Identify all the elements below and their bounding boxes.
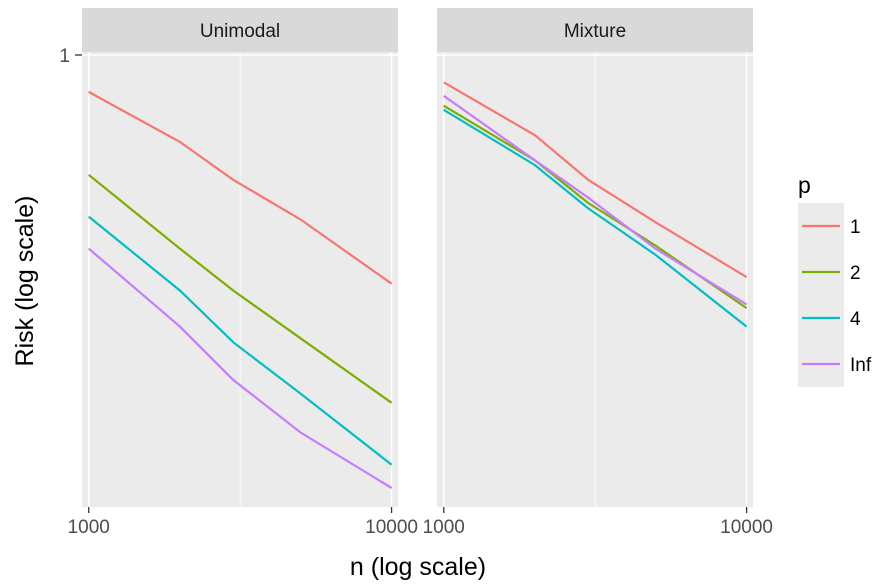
legend-label: 2 (850, 263, 861, 284)
legend-title: p (798, 172, 811, 198)
gridlines (82, 52, 398, 507)
x-axis-ticks: 1000 10000 1000 10000 (68, 507, 773, 538)
x-tick-label: 10000 (365, 517, 418, 538)
series-lines (87, 90, 393, 489)
facet-strip (82, 8, 398, 52)
legend: p 1 2 4 Inf (798, 172, 872, 387)
x-axis-title: n (log scale) (350, 553, 486, 581)
series-line-p-4 (443, 108, 748, 328)
facet-panel-unimodal: Unimodal (82, 8, 398, 507)
y-tick-label: 1 (59, 46, 70, 67)
gridlines (437, 52, 753, 507)
y-axis-title: Risk (log scale) (11, 196, 39, 367)
legend-label: 4 (850, 309, 861, 330)
series-line-p-inf (443, 94, 748, 306)
facet-strip-label: Mixture (564, 21, 626, 42)
facet-strip (437, 8, 753, 52)
x-tick-label: 1000 (68, 517, 110, 538)
legend-label: Inf (850, 355, 872, 376)
series-line-p-1 (443, 81, 748, 279)
series-line-p-inf (87, 247, 393, 489)
x-tick-label: 1000 (423, 517, 465, 538)
series-line-p-1 (88, 90, 393, 285)
facet-strip-label: Unimodal (200, 21, 280, 42)
series-line-p-2 (88, 173, 393, 404)
x-tick-label: 10000 (720, 517, 773, 538)
series-line-p-4 (88, 215, 393, 466)
series-lines (443, 81, 748, 328)
legend-label: 1 (850, 217, 861, 238)
facet-panel-mixture: Mixture (437, 8, 753, 507)
